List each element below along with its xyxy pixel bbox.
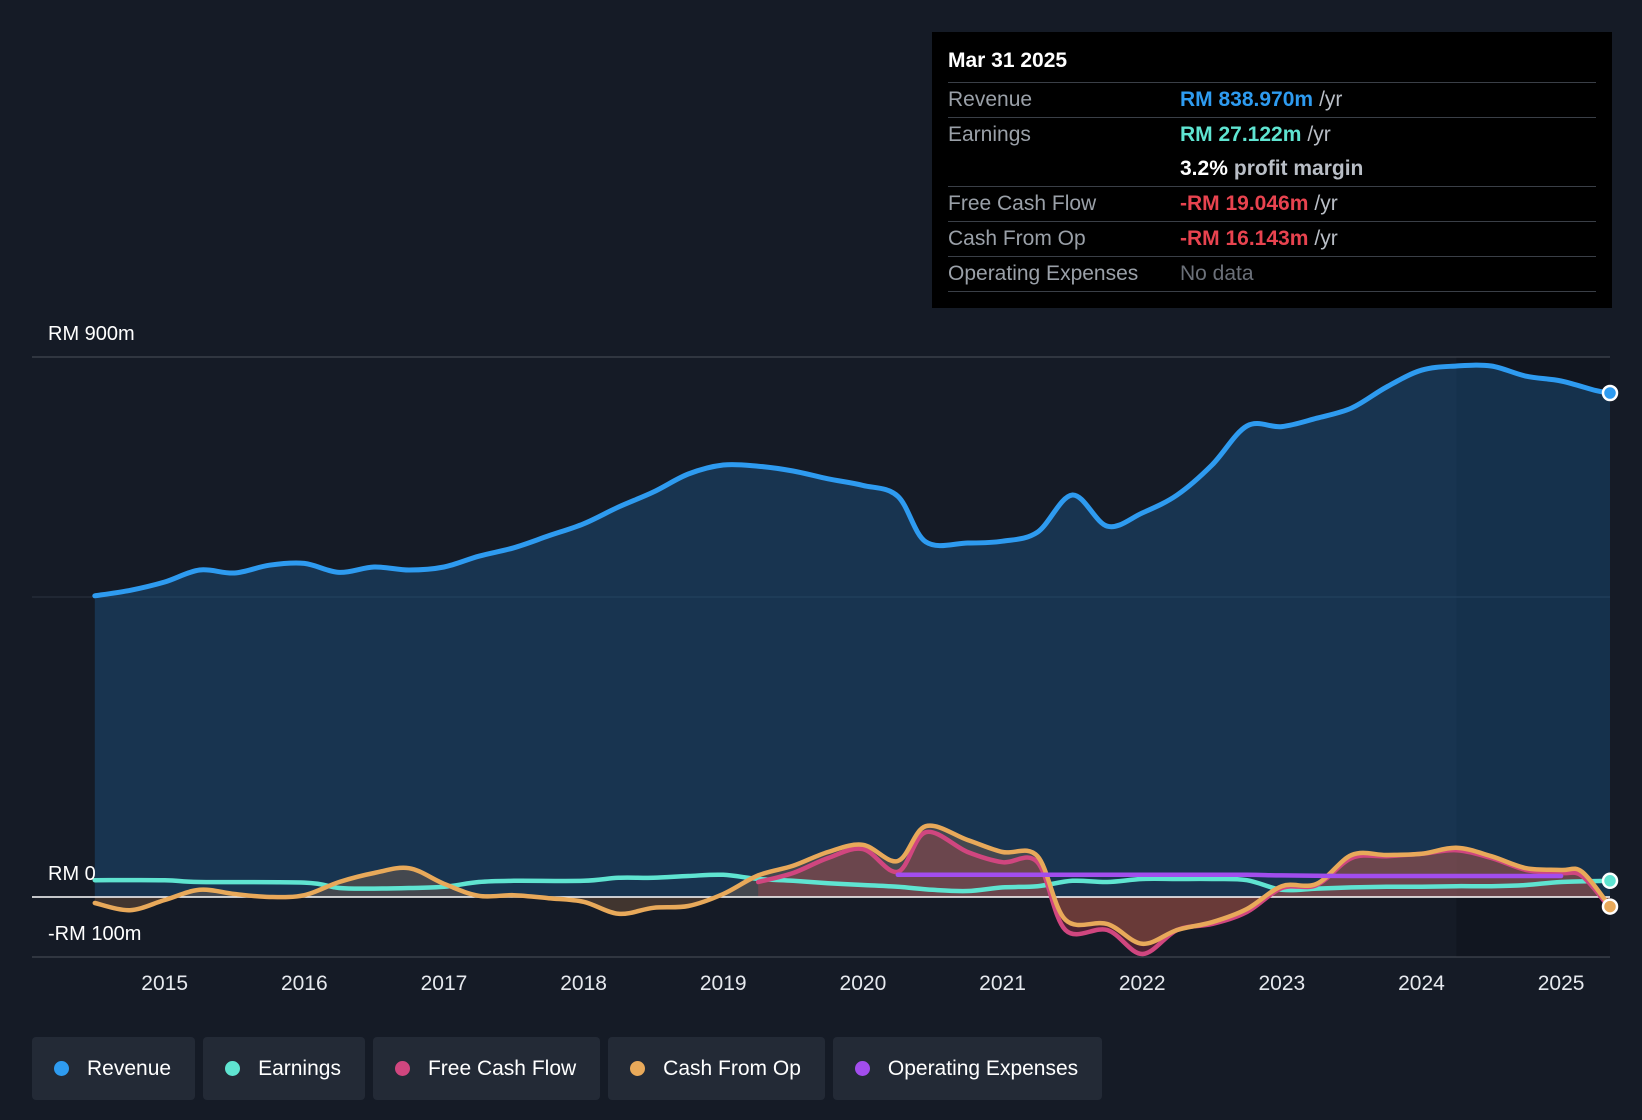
legend-dot-cfo <box>630 1061 646 1076</box>
series-areas <box>94 365 1610 954</box>
tooltip-label-cfo: Cash From Op <box>948 227 1086 250</box>
tooltip-unit-cfo: /yr <box>1314 227 1338 250</box>
x-tick-2023: 2023 <box>1258 972 1305 995</box>
marker-cfo <box>1601 898 1619 915</box>
series-end-markers <box>1601 384 1619 915</box>
x-tick-2021: 2021 <box>979 972 1026 995</box>
tooltip: Mar 31 2025 Revenue RM 838.970m /yr Earn… <box>932 32 1612 308</box>
line-earnings <box>92 872 1613 894</box>
tooltip-row-revenue: Revenue RM 838.970m /yr <box>948 82 1596 117</box>
grid <box>32 356 1610 958</box>
tooltip-date: Mar 31 2025 <box>948 49 1068 72</box>
tooltip-unit-earnings: /yr <box>1307 123 1331 146</box>
line-cfo <box>92 823 1613 947</box>
legend-dot-fcf <box>394 1061 410 1076</box>
tooltip-value-opex: No data <box>1180 262 1254 285</box>
tooltip-value-fcf: -RM 19.046m <box>1180 192 1309 215</box>
line-opex <box>895 872 1564 879</box>
legend-item-cfo[interactable]: Cash From Op <box>608 1037 825 1100</box>
tooltip-row-earnings: Earnings RM 27.122m /yr <box>948 117 1596 152</box>
line-revenue <box>92 362 1613 599</box>
tooltip-unit-margin: profit margin <box>1233 157 1364 180</box>
legend-label-cfo: Cash From Op <box>663 1056 801 1080</box>
tooltip-value-revenue: RM 838.970m <box>1180 88 1314 111</box>
tooltip-label-opex: Operating Expenses <box>948 262 1139 285</box>
x-tick-2020: 2020 <box>840 972 887 995</box>
marker-revenue <box>1601 384 1619 402</box>
x-tick-2019: 2019 <box>700 972 747 995</box>
tooltip-value-margin: 3.2% <box>1180 157 1228 180</box>
x-tick-2016: 2016 <box>281 972 328 995</box>
x-tick-2018: 2018 <box>560 972 607 995</box>
tooltip-row-cfo: Cash From Op -RM 16.143m /yr <box>948 221 1596 256</box>
marker-earnings <box>1601 872 1619 890</box>
legend-dot-opex <box>854 1061 870 1076</box>
legend: Revenue Earnings Free Cash Flow Cash Fro… <box>32 1037 1103 1100</box>
x-tick-2017: 2017 <box>421 972 468 995</box>
tooltip-value-earnings: RM 27.122m <box>1180 123 1302 146</box>
legend-item-fcf[interactable]: Free Cash Flow <box>372 1037 601 1100</box>
tooltip-row-opex: Operating Expenses No data <box>948 256 1596 292</box>
legend-dot-revenue <box>54 1061 69 1076</box>
tooltip-label-revenue: Revenue <box>948 88 1033 111</box>
tooltip-value-cfo: -RM 16.143m <box>1180 227 1309 250</box>
x-axis-ticks: 2015 2016 2017 2018 2019 2020 2021 2022 2023 2024… <box>141 972 1584 995</box>
tooltip-unit-fcf: /yr <box>1314 192 1338 215</box>
tooltip-label-earnings: Earnings <box>948 123 1031 146</box>
legend-label-fcf: Free Cash Flow <box>427 1056 577 1080</box>
financial-chart: RM 900m RM 0 -RM 100m 2015 2016 2017 2018 20… <box>32 323 1619 995</box>
series-lines <box>92 362 1613 957</box>
legend-dot-earnings <box>225 1061 241 1076</box>
tooltip-label-fcf: Free Cash Flow <box>948 192 1097 215</box>
tooltip-row-margin: 3.2% profit margin <box>948 152 1596 186</box>
y-label-zero: RM 0 <box>48 863 96 885</box>
x-tick-2025: 2025 <box>1538 972 1585 995</box>
area-fcf <box>758 831 1610 954</box>
legend-label-revenue: Revenue <box>87 1056 172 1080</box>
x-tick-2015: 2015 <box>141 972 188 995</box>
y-label-top: RM 900m <box>48 323 135 345</box>
area-revenue <box>94 365 1610 897</box>
legend-item-opex[interactable]: Operating Expenses <box>832 1037 1103 1100</box>
legend-item-earnings[interactable]: Earnings <box>203 1037 365 1100</box>
x-tick-2022: 2022 <box>1119 972 1166 995</box>
tooltip-row-fcf: Free Cash Flow -RM 19.046m /yr <box>948 186 1596 221</box>
tooltip-unit-revenue: /yr <box>1319 88 1343 111</box>
y-label-bottom: -RM 100m <box>48 923 141 945</box>
legend-item-revenue[interactable]: Revenue <box>32 1037 196 1100</box>
legend-label-earnings: Earnings <box>258 1056 341 1080</box>
legend-label-opex: Operating Expenses <box>887 1056 1079 1080</box>
x-tick-2024: 2024 <box>1398 972 1445 995</box>
